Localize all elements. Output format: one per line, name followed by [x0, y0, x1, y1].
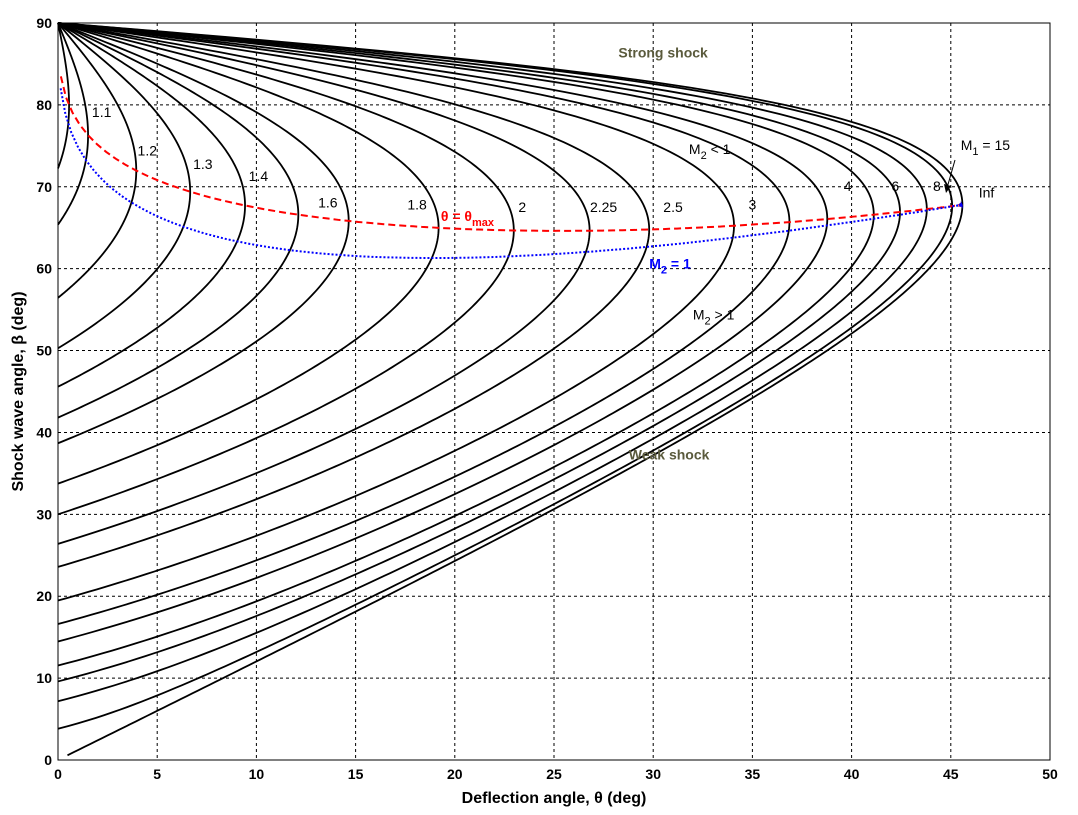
mach-curve	[57, 22, 735, 602]
x-tick-label: 30	[645, 766, 661, 782]
weak-shock-label: Weak shock	[629, 446, 710, 462]
mach-curve-label: 1.8	[407, 197, 427, 213]
x-tick-label: 20	[447, 766, 463, 782]
mach-curve-label: 1.3	[193, 156, 213, 172]
mach-curve-label: 6	[891, 178, 899, 194]
y-tick-label: 10	[36, 670, 52, 686]
mach-curve	[57, 22, 651, 568]
mach-curve	[57, 22, 954, 730]
annotation-labels: 1.1 1.2 1.3 1.4 1.6 1.8 2 2.25 2.5 3 4 6 8 Inf M1 = 15…	[92, 44, 1010, 462]
mach-curve-label: 4	[844, 178, 852, 194]
mach-curve-label: 1.1	[92, 104, 112, 120]
mach-curve-label: Inf	[979, 184, 995, 200]
m1-label: M1 = 15	[961, 137, 1011, 158]
mach-curve-label: 1.4	[249, 168, 269, 184]
mach-curve	[57, 22, 89, 226]
mach-curve-label: 1.6	[318, 194, 338, 210]
y-tick-label: 70	[36, 179, 52, 195]
x-tick-label: 50	[1042, 766, 1058, 782]
mach-curve	[57, 22, 829, 643]
m1-arrow-head	[944, 184, 951, 193]
mach-curve-label: 1.2	[138, 143, 158, 159]
y-tick-label: 0	[44, 752, 52, 768]
m1-pointer-arrow	[946, 159, 956, 189]
mach-curve	[57, 22, 440, 485]
x-tick-label: 45	[943, 766, 959, 782]
x-tick-label: 0	[54, 766, 62, 782]
mach-curve	[57, 22, 901, 683]
mach-curve	[57, 22, 928, 703]
mach-curve	[57, 22, 138, 299]
mach-curve-label: 3	[749, 197, 757, 213]
x-tick-label: 25	[546, 766, 562, 782]
theta-max-curve	[59, 76, 963, 232]
mach-curve-label: 2	[518, 199, 526, 215]
x-tick-label: 15	[348, 766, 364, 782]
mach-curve-label: 2.25	[590, 199, 617, 215]
mach-curve-label: 8	[933, 178, 941, 194]
tick-labels: 0 5 10 15 20 25 30 35 40 45 50 0 10 20 30 40 50 60 70 80 90	[36, 15, 1058, 782]
m2-subsonic-label: M2 < 1	[689, 141, 731, 162]
x-tick-label: 5	[153, 766, 161, 782]
x-axis-label: Deflection angle, θ (deg)	[462, 790, 647, 807]
mach-curve	[57, 22, 300, 419]
x-tick-label: 35	[745, 766, 761, 782]
mach-curve	[57, 22, 875, 667]
mach-curve	[57, 22, 350, 445]
m2-sonic-curve	[59, 88, 963, 260]
y-tick-label: 20	[36, 588, 52, 604]
y-tick-label: 30	[36, 506, 52, 522]
mach-curve	[57, 22, 791, 625]
mach-curve	[57, 22, 964, 757]
x-tick-label: 10	[249, 766, 265, 782]
mach-curve	[57, 22, 192, 349]
mach-curve	[57, 22, 246, 388]
mach-curve	[57, 22, 515, 516]
x-tick-label: 40	[844, 766, 860, 782]
special-curves	[59, 76, 963, 260]
y-tick-label: 40	[36, 424, 52, 440]
mach-curves	[57, 22, 964, 757]
y-tick-label: 60	[36, 261, 52, 277]
mach-curve-label: 2.5	[663, 199, 683, 215]
m2-sonic-label: M2 = 1	[649, 256, 691, 277]
mach-curve	[57, 22, 591, 545]
y-axis-label: Shock wave angle, β (deg)	[10, 291, 27, 491]
y-tick-label: 50	[36, 343, 52, 359]
y-tick-label: 90	[36, 15, 52, 31]
grid-layer	[58, 23, 1050, 760]
strong-shock-label: Strong shock	[618, 44, 708, 60]
plot-frame	[57, 22, 1051, 761]
mach-curve	[57, 22, 70, 169]
y-tick-label: 80	[36, 97, 52, 113]
theta-max-label: θ = θmax	[441, 208, 495, 229]
m2-supersonic-label: M2 > 1	[693, 306, 735, 327]
